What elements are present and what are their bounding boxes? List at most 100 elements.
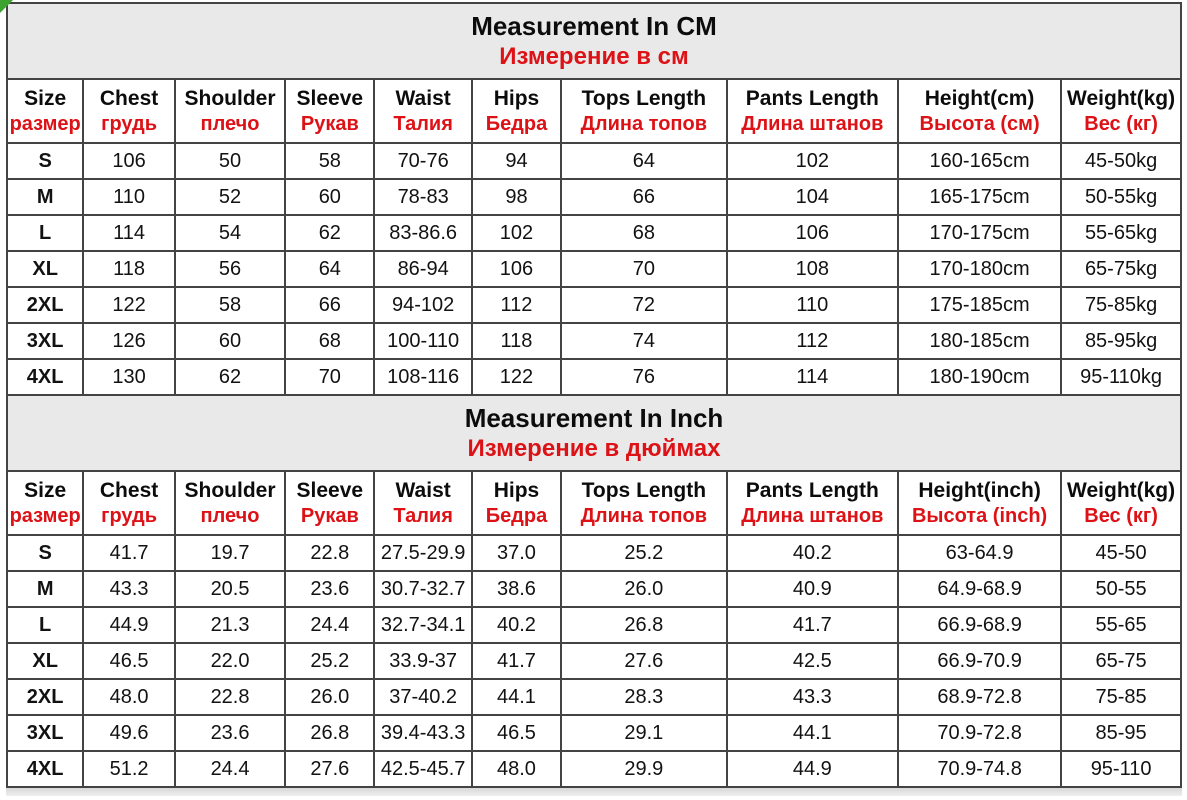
measurement-cell: 27.6: [284, 750, 376, 788]
size-label: XL: [5, 642, 85, 680]
measurement-cell: 45-50: [1060, 534, 1182, 572]
column-header-label-ru: размер: [9, 113, 81, 136]
measurement-cell: 26.0: [284, 678, 376, 716]
column-header-label-en: Shoulder: [184, 86, 276, 110]
measurement-cell: 41.7: [470, 642, 563, 680]
column-header-size: Size размер: [5, 78, 85, 144]
size-table-cm: Measurement In CM Измерение в см Size разме…: [5, 2, 1182, 396]
measurement-cell: 44.1: [470, 678, 563, 716]
measurement-cell: 44.9: [82, 606, 176, 644]
measurement-cell: 30.7-32.7: [373, 570, 473, 608]
column-header-label-ru: Длина штанов: [741, 505, 884, 528]
measurement-cell: 26.8: [560, 606, 728, 644]
measurement-cell: 68.9-72.8: [896, 678, 1063, 716]
table-row-m-cm: M 110 52 60 78-83 98 66 104 165-175cm 50-55kg: [5, 178, 1182, 216]
table-row-m-inch: M 43.3 20.5 23.6 30.7-32.7 38.6 26.0 40.9 64.9-6…: [5, 570, 1182, 608]
measurement-cell: 72: [560, 286, 728, 324]
measurement-cell: 78-83: [373, 178, 473, 216]
measurement-cell: 50: [173, 142, 287, 180]
measurement-cell: 122: [82, 286, 176, 324]
column-header-label-en: Tops Length: [581, 478, 707, 502]
measurement-cell: 55-65: [1060, 606, 1182, 644]
column-header-label-ru: Бедра: [485, 505, 548, 528]
column-header-pants-length: Pants Length Длина штанов: [725, 78, 900, 144]
measurement-cell: 56: [173, 250, 287, 288]
measurement-cell: 114: [82, 214, 176, 252]
column-header-shoulder: Shoulder плечо: [173, 470, 287, 536]
size-table-inch: Measurement In Inch Измерение в дюймах Siz…: [5, 394, 1182, 788]
measurement-cell: 41.7: [725, 606, 900, 644]
measurement-cell: 64: [284, 250, 376, 288]
column-header-chest: Chest грудь: [82, 470, 176, 536]
measurement-cell: 114: [725, 358, 900, 396]
measurement-cell: 66.9-70.9: [896, 642, 1063, 680]
measurement-cell: 54: [173, 214, 287, 252]
measurement-cell: 175-185cm: [896, 286, 1063, 324]
measurement-cell: 110: [725, 286, 900, 324]
measurement-cell: 27.6: [560, 642, 728, 680]
measurement-cell: 70.9-72.8: [896, 714, 1063, 752]
table-row-3xl-cm: 3XL 126 60 68 100-110 118 74 112 180-185cm 85-95k…: [5, 322, 1182, 360]
measurement-cell: 26.0: [560, 570, 728, 608]
measurement-cell: 130: [82, 358, 176, 396]
measurement-cell: 102: [725, 142, 900, 180]
measurement-cell: 23.6: [284, 570, 376, 608]
column-header-label-en: Height(inch): [918, 478, 1041, 502]
size-label: S: [5, 534, 85, 572]
column-header-hips: Hips Бедра: [470, 78, 563, 144]
measurement-cell: 29.1: [560, 714, 728, 752]
column-header-hips: Hips Бедра: [470, 470, 563, 536]
column-header-label-en: Waist: [395, 86, 451, 110]
column-header-label-en: Hips: [493, 86, 540, 110]
measurement-cell: 33.9-37: [373, 642, 473, 680]
measurement-cell: 46.5: [470, 714, 563, 752]
column-header-label-ru: плечо: [200, 505, 260, 528]
measurement-cell: 58: [284, 142, 376, 180]
column-header-label-en: Height(cm): [924, 86, 1035, 110]
measurement-cell: 37-40.2: [373, 678, 473, 716]
column-header-height-cm: Height(cm) Высота (см): [896, 78, 1063, 144]
measurement-cell: 66: [284, 286, 376, 324]
measurement-cell: 24.4: [173, 750, 287, 788]
column-header-label-ru: Рукав: [300, 505, 359, 528]
column-header-label-en: Sleeve: [296, 478, 364, 502]
measurement-cell: 19.7: [173, 534, 287, 572]
measurement-cell: 76: [560, 358, 728, 396]
column-header-label-ru: Высота (см): [919, 113, 1040, 136]
measurement-cell: 60: [173, 322, 287, 360]
measurement-cell: 39.4-43.3: [373, 714, 473, 752]
size-chart-tables: Measurement In CM Измерение в см Size разме…: [5, 2, 1182, 788]
measurement-cell: 48.0: [470, 750, 563, 788]
measurement-cell: 40.2: [725, 534, 900, 572]
measurement-cell: 65-75: [1060, 642, 1182, 680]
measurement-cell: 64.9-68.9: [896, 570, 1063, 608]
measurement-cell: 26.8: [284, 714, 376, 752]
measurement-cell: 112: [470, 286, 563, 324]
measurement-cell: 51.2: [82, 750, 176, 788]
measurement-cell: 62: [173, 358, 287, 396]
measurement-cell: 70.9-74.8: [896, 750, 1063, 788]
table-title-en: Measurement In CM: [471, 11, 717, 42]
measurement-cell: 86-94: [373, 250, 473, 288]
column-header-label-ru: Рукав: [300, 113, 359, 136]
measurement-cell: 25.2: [560, 534, 728, 572]
measurement-cell: 55-65kg: [1060, 214, 1182, 252]
measurement-cell: 43.3: [82, 570, 176, 608]
column-header-shoulder: Shoulder плечо: [173, 78, 287, 144]
measurement-cell: 40.9: [725, 570, 900, 608]
measurement-cell: 75-85: [1060, 678, 1182, 716]
measurement-cell: 60: [284, 178, 376, 216]
measurement-cell: 118: [82, 250, 176, 288]
measurement-cell: 24.4: [284, 606, 376, 644]
size-label: 2XL: [5, 286, 85, 324]
measurement-cell: 46.5: [82, 642, 176, 680]
measurement-cell: 106: [82, 142, 176, 180]
measurement-cell: 122: [470, 358, 563, 396]
column-header-label-ru: Вес (кг): [1084, 505, 1158, 528]
measurement-cell: 83-86.6: [373, 214, 473, 252]
column-header-label-ru: размер: [9, 505, 81, 528]
column-header-sleeve: Sleeve Рукав: [284, 470, 376, 536]
column-header-label-en: Shoulder: [184, 478, 276, 502]
measurement-cell: 74: [560, 322, 728, 360]
column-header-label-ru: Длина топов: [580, 505, 708, 528]
